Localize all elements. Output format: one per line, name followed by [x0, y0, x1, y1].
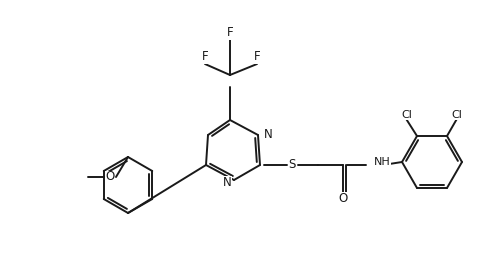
Text: F: F	[202, 51, 208, 63]
Text: N: N	[264, 128, 273, 142]
Text: N: N	[223, 175, 232, 188]
Text: O: O	[105, 170, 115, 183]
Text: F: F	[227, 26, 233, 39]
Text: S: S	[288, 158, 296, 172]
Text: O: O	[338, 192, 348, 205]
Text: NH: NH	[374, 157, 391, 167]
Text: F: F	[254, 51, 260, 63]
Text: Cl: Cl	[452, 110, 462, 120]
Text: Cl: Cl	[401, 110, 412, 120]
